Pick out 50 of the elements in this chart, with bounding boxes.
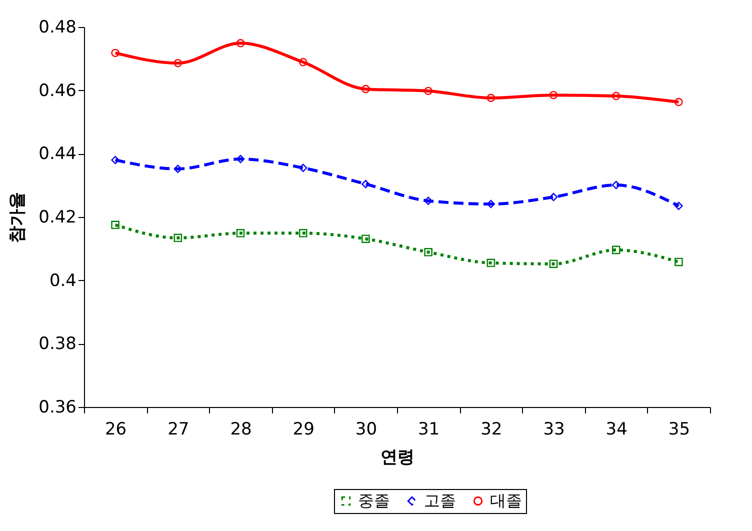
point [424, 86, 432, 96]
y-axis-title: 참가율 [8, 192, 28, 243]
point [549, 192, 558, 202]
y-tick-label: 0.38 [38, 334, 76, 354]
x-tick-label: 27 [168, 420, 190, 440]
point [612, 92, 620, 100]
y-tick-label: 0.44 [38, 144, 76, 164]
point [549, 90, 558, 100]
point [612, 180, 620, 190]
x-tick-label: 28 [230, 420, 252, 440]
x-tick-label: 35 [668, 420, 690, 440]
point [236, 39, 245, 48]
point [174, 234, 182, 242]
x-tick-label: 26 [104, 420, 127, 440]
point [674, 258, 683, 266]
x-tick-label: 32 [480, 420, 502, 440]
point [424, 248, 432, 256]
x-axis-title: 연령 [380, 448, 414, 468]
legend-label: 고졸 [424, 491, 456, 510]
point [298, 164, 308, 172]
point [111, 48, 120, 58]
x-tick-label: 31 [418, 420, 440, 440]
y-tick-label: 0.4 [49, 270, 76, 291]
y-tick-label: 0.48 [38, 18, 76, 38]
point [298, 229, 308, 238]
legend-label: 대졸 [490, 491, 522, 510]
point [362, 234, 370, 243]
x-tick-label: 29 [292, 420, 314, 440]
point [298, 58, 308, 66]
point [236, 229, 245, 238]
point [674, 98, 683, 106]
point [486, 258, 496, 268]
x-tick-label: 30 [355, 420, 378, 440]
point [612, 246, 620, 254]
point [486, 94, 496, 102]
point [236, 154, 245, 164]
x-tick-label: 33 [543, 420, 565, 440]
point [674, 202, 683, 210]
point [362, 84, 370, 94]
y-tick-label: 0.42 [38, 208, 76, 228]
point [174, 58, 182, 68]
legend-label: 중졸 [358, 491, 390, 510]
point [549, 260, 558, 268]
point [362, 180, 370, 188]
point [111, 220, 120, 230]
point [111, 156, 120, 164]
y-tick-label: 0.46 [38, 80, 76, 101]
y-tick-label: 0.36 [38, 398, 76, 418]
point [424, 196, 432, 205]
x-tick-label: 34 [606, 420, 628, 440]
